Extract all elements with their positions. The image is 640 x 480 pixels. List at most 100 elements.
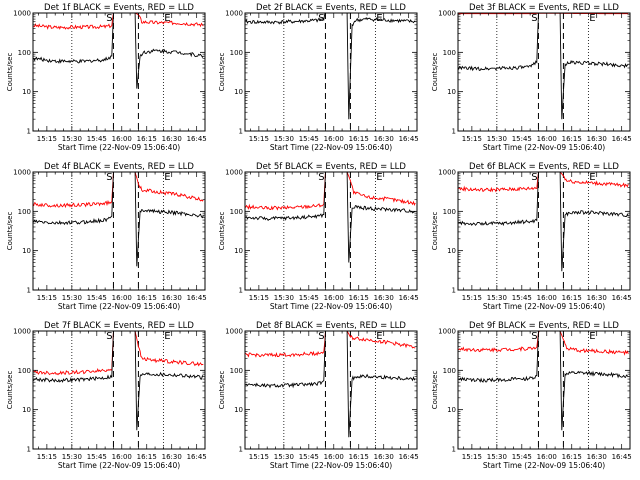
y-tick-label: 10: [234, 88, 243, 96]
x-axis-label: Start Time (22-Nov-09 15:06:40): [270, 302, 392, 311]
plot-frame: [244, 171, 418, 291]
start-marker: S: [531, 331, 537, 342]
y-axis-label: Counts/sec: [431, 371, 439, 410]
end-marker: E: [589, 172, 595, 183]
y-tick-label: 1000: [438, 169, 456, 177]
x-tick-label: 16:30: [374, 135, 394, 143]
panel-title: Det 4f BLACK = Events, RED = LLD: [44, 162, 194, 172]
x-tick-label: 15:15: [37, 135, 57, 143]
plot-frame: [32, 171, 206, 291]
start-marker: S: [318, 13, 324, 24]
panel-title: Det 3f BLACK = Events, RED = LLD: [469, 3, 619, 13]
lld-line: [458, 331, 629, 356]
y-tick-label: 10: [234, 406, 243, 414]
end-marker: E: [589, 13, 595, 24]
y-axis-label: Counts/sec: [431, 212, 439, 251]
x-tick-label: 16:00: [112, 294, 132, 302]
start-marker: S: [106, 172, 112, 183]
y-tick-label: 1: [239, 287, 243, 295]
y-tick-label: 1000: [225, 10, 243, 18]
y-axis-label: Counts/sec: [6, 371, 14, 410]
events-line: [245, 172, 416, 263]
x-tick-label: 16:30: [374, 294, 394, 302]
y-tick-label: 1000: [438, 328, 456, 336]
x-tick-label: 15:30: [487, 453, 507, 461]
x-tick-label: 16:00: [324, 453, 344, 461]
end-marker: E: [376, 13, 382, 24]
y-tick-label: 1000: [13, 169, 31, 177]
lld-line: [245, 172, 416, 211]
x-tick-label: 15:15: [37, 453, 57, 461]
x-tick-label: 16:00: [324, 135, 344, 143]
events-line: [245, 331, 416, 438]
y-tick-label: 1: [27, 128, 31, 136]
x-tick-label: 15:45: [512, 453, 532, 461]
panel-title: Det 8f BLACK = Events, RED = LLD: [256, 321, 406, 331]
start-marker: S: [106, 13, 112, 24]
events-line: [33, 331, 204, 431]
x-tick-label: 15:15: [249, 453, 269, 461]
lld-line: [33, 13, 204, 30]
y-tick-label: 1000: [13, 328, 31, 336]
plot-frame: [457, 171, 631, 291]
x-tick-label: 15:45: [512, 135, 532, 143]
panel-4: Det 4f BLACK = Events, RED = LLD Counts/s…: [6, 162, 207, 311]
x-axis-label: Start Time (22-Nov-09 15:06:40): [58, 302, 180, 311]
x-tick-label: 15:30: [62, 453, 82, 461]
x-tick-label: 16:00: [112, 453, 132, 461]
end-marker: E: [589, 331, 595, 342]
x-tick-label: 15:30: [62, 135, 82, 143]
x-tick-label: 16:45: [399, 135, 419, 143]
events-line: [458, 13, 629, 120]
x-tick-label: 16:00: [537, 135, 557, 143]
panel-title: Det 6f BLACK = Events, RED = LLD: [469, 162, 619, 172]
x-tick-label: 15:30: [274, 135, 294, 143]
lld-line: [245, 331, 416, 358]
y-tick-label: 100: [443, 367, 456, 375]
x-tick-label: 16:30: [587, 453, 607, 461]
start-marker: S: [531, 172, 537, 183]
x-tick-label: 16:30: [587, 294, 607, 302]
x-tick-label: 16:30: [162, 294, 182, 302]
y-tick-label: 100: [230, 367, 243, 375]
start-marker: S: [531, 13, 537, 24]
x-tick-label: 15:15: [249, 294, 269, 302]
x-tick-label: 16:15: [562, 453, 582, 461]
y-tick-label: 100: [18, 367, 31, 375]
x-tick-label: 16:45: [187, 453, 207, 461]
plot-frame: [32, 330, 206, 450]
x-tick-label: 16:15: [562, 294, 582, 302]
x-tick-label: 16:15: [137, 135, 157, 143]
y-tick-label: 100: [230, 208, 243, 216]
x-tick-label: 16:45: [399, 453, 419, 461]
start-marker: S: [318, 331, 324, 342]
panel-2: Det 2f BLACK = Events, RED = LLD Counts/s…: [218, 3, 419, 152]
panel-1: Det 1f BLACK = Events, RED = LLD Counts/s…: [6, 3, 207, 152]
x-tick-label: 15:30: [487, 135, 507, 143]
y-tick-label: 1000: [225, 328, 243, 336]
y-tick-label: 1000: [13, 10, 31, 18]
x-tick-label: 15:30: [274, 294, 294, 302]
x-tick-label: 16:00: [537, 294, 557, 302]
y-tick-label: 1: [452, 287, 456, 295]
y-tick-label: 1000: [225, 169, 243, 177]
y-tick-label: 10: [447, 247, 456, 255]
x-tick-label: 15:45: [87, 294, 107, 302]
y-tick-label: 10: [447, 406, 456, 414]
events-line: [458, 331, 629, 431]
x-tick-label: 15:45: [299, 294, 319, 302]
y-tick-label: 1: [239, 128, 243, 136]
x-tick-label: 16:30: [162, 453, 182, 461]
y-tick-label: 100: [18, 49, 31, 57]
x-tick-label: 16:45: [187, 294, 207, 302]
y-tick-label: 10: [22, 406, 31, 414]
x-tick-label: 16:15: [562, 135, 582, 143]
panel-9: Det 9f BLACK = Events, RED = LLD Counts/s…: [431, 321, 632, 470]
end-marker: E: [376, 331, 382, 342]
end-marker: E: [164, 13, 170, 24]
x-axis-label: Start Time (22-Nov-09 15:06:40): [270, 143, 392, 152]
x-tick-label: 16:45: [399, 294, 419, 302]
y-tick-label: 10: [447, 88, 456, 96]
events-line: [245, 13, 416, 120]
